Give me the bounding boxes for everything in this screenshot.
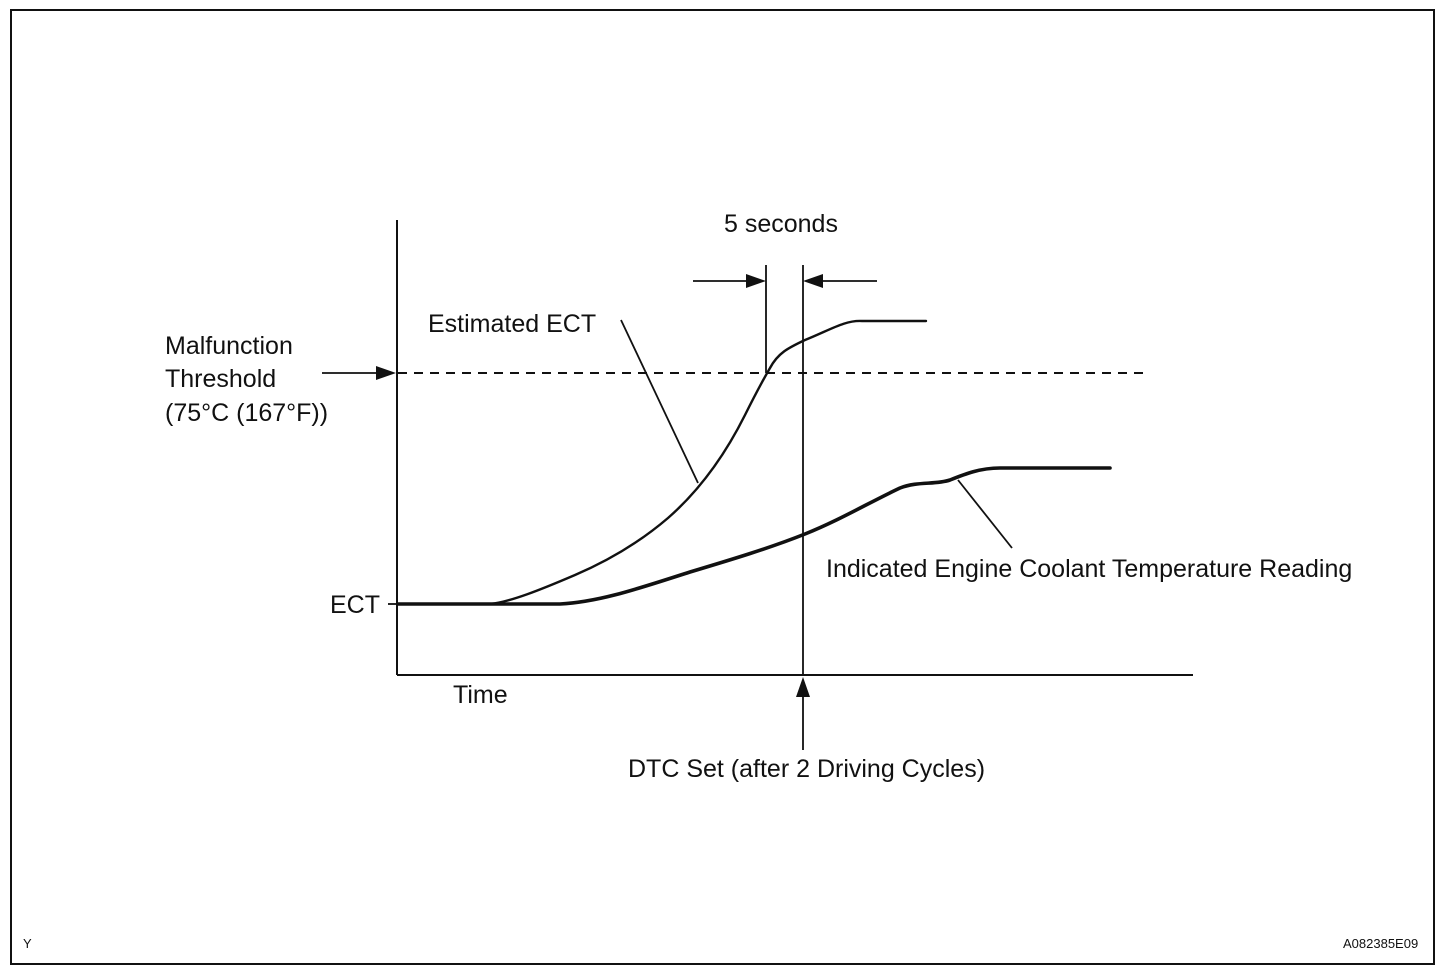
time-label: Time (453, 681, 508, 709)
interval-label: 5 seconds (724, 210, 838, 238)
dtc-label: DTC Set (after 2 Driving Cycles) (628, 755, 985, 783)
threshold-label-line2: Threshold (165, 365, 276, 393)
interval-left-arrow-head (746, 274, 766, 288)
indicated-leader (957, 479, 1013, 549)
corner-mark: Y (23, 936, 32, 951)
estimated-leader (620, 319, 699, 484)
estimated-ect-curve (488, 319, 928, 606)
figure-code: A082385E09 (1343, 936, 1418, 951)
threshold-label-line1: Malfunction (165, 332, 293, 360)
figure-frame (10, 9, 1435, 965)
dtc-arrow-head (796, 677, 810, 697)
estimated-ect-label: Estimated ECT (428, 310, 596, 338)
indicated-ect-label: Indicated Engine Coolant Temperature Rea… (826, 555, 1352, 583)
threshold-label-line3: (75°C (167°F)) (165, 399, 328, 427)
interval-right-arrow-head (803, 274, 823, 288)
threshold-pointer-head (376, 366, 396, 380)
indicated-ect-curve (396, 466, 1112, 606)
ect-label: ECT (330, 591, 380, 619)
